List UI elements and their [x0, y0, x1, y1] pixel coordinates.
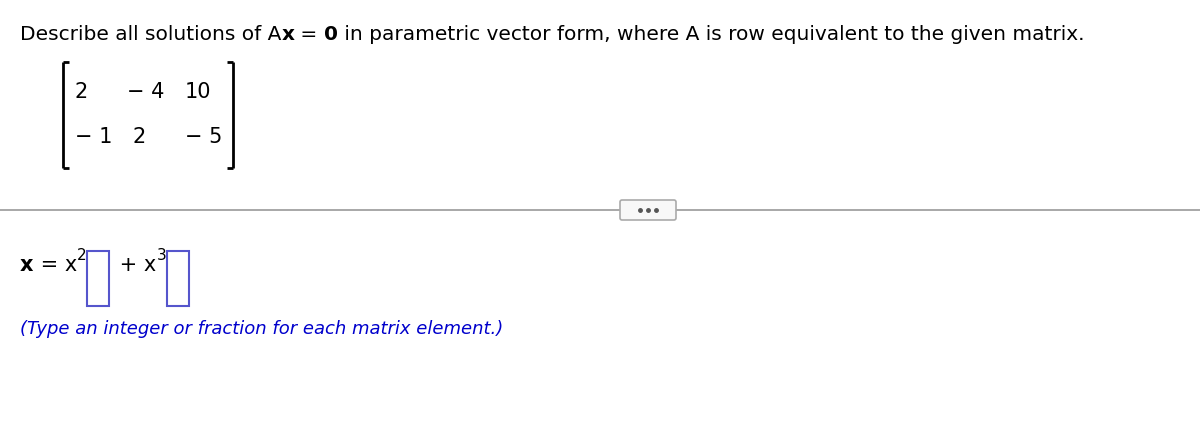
FancyBboxPatch shape: [620, 200, 676, 220]
Text: 2: 2: [77, 248, 86, 263]
Text: x: x: [20, 255, 34, 275]
Text: + x: + x: [113, 255, 157, 275]
Text: (Type an integer or fraction for each matrix element.): (Type an integer or fraction for each ma…: [20, 320, 503, 338]
Text: in parametric vector form, where A is row equivalent to the given matrix.: in parametric vector form, where A is ro…: [338, 25, 1085, 44]
Bar: [88, 251, 109, 306]
Text: − 4: − 4: [127, 82, 164, 102]
Text: 3: 3: [157, 248, 167, 263]
Text: = x: = x: [34, 255, 77, 275]
Text: 2: 2: [74, 82, 89, 102]
Text: x: x: [281, 25, 294, 44]
Text: − 5: − 5: [185, 127, 222, 147]
Text: − 1: − 1: [74, 127, 113, 147]
Text: 0: 0: [324, 25, 338, 44]
Text: 10: 10: [185, 82, 211, 102]
Text: Describe all solutions of A: Describe all solutions of A: [20, 25, 281, 44]
Bar: [167, 251, 190, 306]
Text: 2: 2: [132, 127, 145, 147]
Text: =: =: [294, 25, 324, 44]
